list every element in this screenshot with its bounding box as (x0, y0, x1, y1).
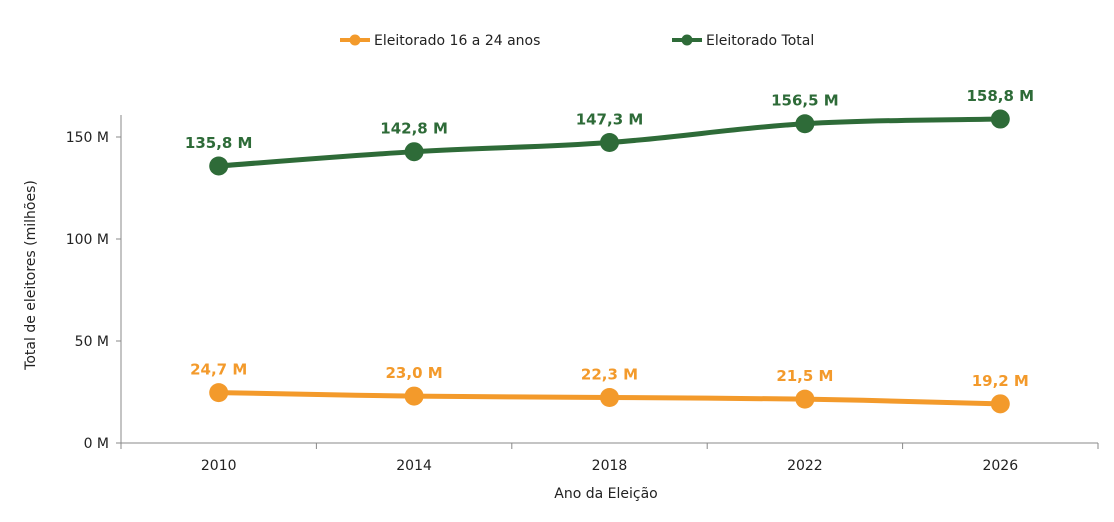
x-tick-label: 2010 (201, 458, 237, 474)
series-layer: 24,7 M 23,0 M 22,3 M 21,5 M 19,2 M 135,8 M 142… (185, 87, 1034, 414)
x-tick-label: 2018 (592, 458, 628, 474)
legend-marker (681, 34, 693, 46)
data-point (209, 383, 229, 403)
y-tick-label: 150 M (66, 130, 109, 146)
series-1: 24,7 M 23,0 M 22,3 M 21,5 M 19,2 M (190, 361, 1029, 414)
data-point (404, 142, 424, 162)
x-tick-label: 2022 (787, 458, 823, 474)
series-2: 135,8 M 142,8 M 147,3 M 156,5 M 158,8 M (185, 87, 1034, 176)
x-axis-label: Ano da Eleição (554, 486, 657, 502)
legend-item-2: Eleitorado Total (672, 33, 814, 49)
legend-marker (349, 34, 361, 46)
axes: 0 M 50 M 100 M 150 M 2010 2014 2018 2022 2026 (66, 115, 1099, 474)
data-point (990, 109, 1010, 129)
x-tick-label: 2014 (396, 458, 432, 474)
legend-label: Eleitorado 16 a 24 anos (374, 33, 540, 49)
data-point (600, 388, 619, 408)
data-label: 156,5 M (771, 92, 839, 110)
x-tick-label: 2026 (982, 458, 1018, 474)
data-label: 142,8 M (380, 120, 448, 138)
data-label: 24,7 M (190, 361, 247, 379)
data-label: 19,2 M (972, 372, 1029, 390)
data-label: 147,3 M (576, 111, 644, 129)
data-point (209, 156, 229, 176)
data-label: 22,3 M (581, 366, 638, 384)
y-tick-label: 0 M (84, 436, 109, 452)
data-label: 23,0 M (386, 364, 443, 382)
legend-label: Eleitorado Total (706, 33, 814, 49)
data-point (795, 389, 815, 409)
y-tick-label: 50 M (75, 334, 109, 350)
data-label: 158,8 M (966, 87, 1034, 105)
data-label: 135,8 M (185, 134, 253, 152)
legend: Eleitorado 16 a 24 anos Eleitorado Total (340, 33, 814, 49)
data-point (600, 133, 619, 153)
data-point (404, 386, 424, 406)
data-point (990, 394, 1010, 414)
y-tick-label: 100 M (66, 232, 109, 248)
data-label: 21,5 M (776, 367, 833, 385)
legend-item-1: Eleitorado 16 a 24 anos (340, 33, 540, 49)
y-axis-label: Total de eleitores (milhões) (23, 180, 39, 371)
data-point (795, 114, 815, 134)
